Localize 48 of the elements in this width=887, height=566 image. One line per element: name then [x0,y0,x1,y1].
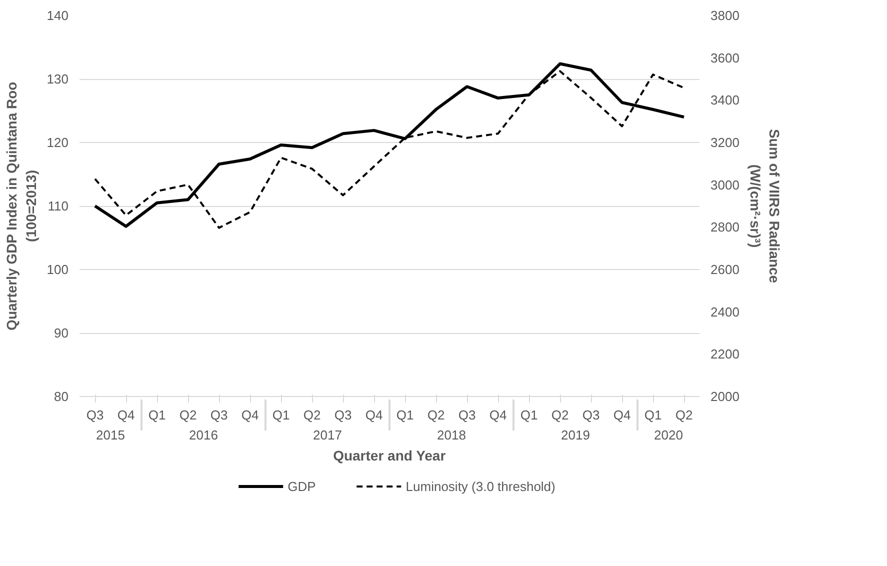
text: 2018 [437,428,466,442]
x-tick-label: Q4 [241,408,259,422]
y-tick-label: 80 [54,389,69,404]
y2-tick-label: 2000 [710,389,740,404]
y2-tick-label: 2200 [710,346,740,362]
y2-tick-label: 2800 [710,220,740,235]
x-tick-label: Q2 [427,408,445,422]
y-tick-label: 120 [46,135,69,150]
y-tick-label: 130 [46,72,69,86]
y-tick-label: 100 [46,262,69,277]
x-tick-label: Q1 [520,408,538,422]
x-tick-label: Q1 [148,408,166,422]
x-tick-label: Q2 [675,408,693,422]
text: 2020 [654,428,683,442]
y2-tick-label: 3200 [710,135,740,150]
x-tick-label: Q1 [396,408,414,422]
x-tick-label: Q1 [272,408,290,422]
y2-tick-label: 2600 [710,262,740,277]
x-tick-label: Q4 [117,408,135,422]
x-tick-label: Q4 [613,408,631,422]
x-tick-label: Q1 [644,408,662,422]
y2-tick-label: 3000 [710,177,740,192]
x-tick-label: Q3 [582,408,600,422]
x-tick-label: Q3 [458,408,476,422]
y-tick-label: 140 [46,8,69,23]
y2-tick-label: 3600 [710,50,740,66]
text: 2017 [313,428,342,442]
x-tick-label: Q2 [303,408,321,422]
x-tick-label: Q2 [179,408,197,422]
y2-tick-label: 3400 [710,92,740,108]
y-axis-title: Quarterly GDP Index in Quintana Roo (100=2013) [4,82,39,330]
x-tick-label: Q4 [365,408,383,422]
x-tick-label: Q3 [210,408,228,422]
y-tick-label: 110 [48,198,69,214]
y2-tick-label: 2400 [710,304,740,320]
x-tick-label: Q3 [86,408,104,422]
y2-axis-title: Sum of VIIRS Radiance (W/(cm²·sr)³) [747,128,783,284]
legend-label: GDP [288,478,316,494]
y-tick-label: 90 [54,326,69,340]
x-tick-label: Q3 [334,408,352,422]
text: 2016 [189,428,218,442]
text: 2015 [96,428,125,442]
text: 2019 [561,428,590,442]
x-tick-label: Q2 [551,408,569,422]
x-tick-label: Q4 [489,408,507,422]
x-axis-title: Quarter and Year [333,448,446,464]
y2-tick-label: 3800 [710,8,740,23]
legend-label: Luminosity (3.0 threshold) [406,478,556,494]
